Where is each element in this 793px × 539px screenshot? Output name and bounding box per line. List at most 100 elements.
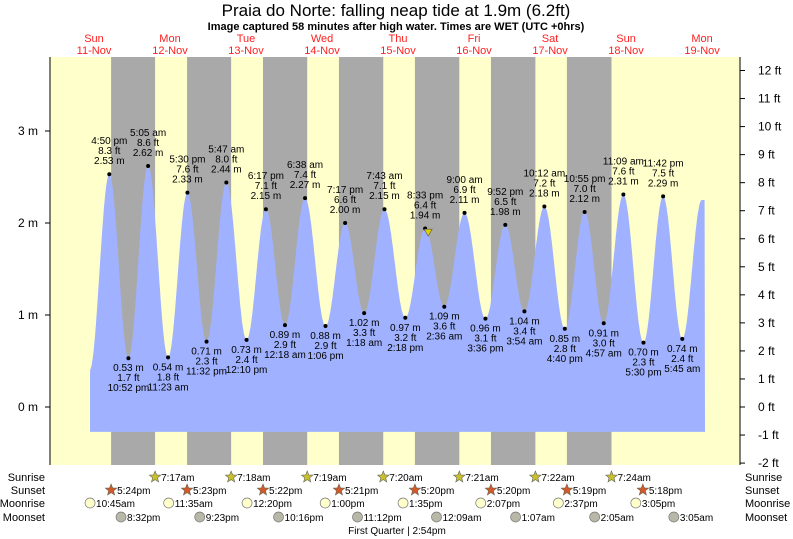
tide-label: 6:38 am bbox=[287, 160, 323, 171]
tide-label: 7:17 pm bbox=[327, 185, 363, 196]
tide-label: 12:18 am bbox=[264, 350, 306, 361]
current-level-marker bbox=[423, 228, 433, 237]
tide-label: 0.88 m bbox=[310, 331, 341, 342]
sunset-icon bbox=[636, 483, 650, 496]
day-label: Sun bbox=[616, 33, 636, 45]
high-tide-point bbox=[503, 222, 508, 227]
sunrise-time: 7:19am bbox=[313, 473, 346, 484]
high-tide-point bbox=[146, 163, 151, 168]
sunset-time: 5:20pm bbox=[497, 486, 530, 497]
tide-label: 2.18 m bbox=[529, 188, 560, 199]
high-tide-point bbox=[107, 172, 112, 177]
right-tick-label: 4 ft bbox=[758, 288, 775, 302]
sunset-icon bbox=[408, 483, 422, 496]
tide-label: 8.6 ft bbox=[137, 138, 159, 149]
moonrise-icon bbox=[84, 497, 96, 509]
tide-label: 6.5 ft bbox=[494, 197, 516, 208]
tide-label: 5:47 am bbox=[208, 145, 244, 156]
low-tide-point bbox=[204, 339, 209, 344]
high-tide-point bbox=[462, 210, 467, 215]
tide-label: 2.27 m bbox=[290, 180, 321, 191]
high-tide-point bbox=[382, 207, 387, 212]
tide-label: 2:18 pm bbox=[387, 343, 423, 354]
tide-label: 7.6 ft bbox=[612, 166, 634, 177]
tide-label: 2.29 m bbox=[648, 178, 679, 189]
low-tide-point bbox=[483, 316, 488, 321]
sunset-time: 5:20pm bbox=[421, 486, 454, 497]
tide-label: 11:23 am bbox=[148, 382, 189, 393]
high-tide-point bbox=[661, 194, 666, 199]
tide-label: 0.89 m bbox=[270, 330, 301, 341]
tide-label: 7.1 ft bbox=[255, 181, 277, 192]
moonset-row-label: Moonset bbox=[3, 512, 45, 524]
moonset-icon bbox=[115, 511, 127, 523]
sunrise-icon bbox=[376, 470, 390, 483]
tide-label: 1.7 ft bbox=[117, 373, 139, 384]
tide-label: 12:10 pm bbox=[226, 365, 268, 376]
tide-label: 8.3 ft bbox=[98, 146, 120, 157]
sunrise-time: 7:22am bbox=[541, 473, 574, 484]
right-tick-label: -2 ft bbox=[758, 456, 779, 470]
tide-label: 10:12 am bbox=[523, 168, 565, 179]
tide-label: 2.53 m bbox=[94, 156, 125, 167]
tide-label: 5:05 am bbox=[130, 128, 166, 139]
sunrise-time: 7:24am bbox=[617, 473, 650, 484]
high-tide-point bbox=[542, 204, 547, 209]
tide-label: 0.54 m bbox=[153, 362, 184, 373]
moonrise-row-label-right: Moonrise bbox=[745, 498, 790, 510]
tide-label: 6.6 ft bbox=[334, 195, 356, 206]
sunrise-time: 7:20am bbox=[389, 473, 422, 484]
tide-label: 6.4 ft bbox=[414, 201, 436, 212]
date-label: 19-Nov bbox=[684, 45, 720, 57]
high-tide-point bbox=[621, 192, 626, 197]
tide-label: 5:30 pm bbox=[625, 368, 661, 379]
moonset-time: 3:05am bbox=[680, 513, 713, 524]
right-tick-label: 10 ft bbox=[758, 120, 782, 134]
tide-label: 4:40 pm bbox=[547, 354, 583, 365]
tide-label: 2.62 m bbox=[133, 148, 164, 159]
tide-label: 3.3 ft bbox=[353, 328, 375, 339]
low-tide-point bbox=[403, 315, 408, 320]
sunset-time: 5:22pm bbox=[269, 486, 302, 497]
tide-label: 2.15 m bbox=[251, 191, 282, 202]
moonset-icon bbox=[589, 511, 601, 523]
tide-label: 0.53 m bbox=[113, 363, 144, 374]
moonset-icon bbox=[431, 511, 442, 523]
sunset-icon bbox=[560, 483, 574, 496]
sunrise-icon bbox=[452, 470, 466, 483]
tide-label: 4:50 pm bbox=[91, 136, 127, 147]
moonrise-time: 1:00pm bbox=[331, 499, 364, 510]
sunset-icon bbox=[180, 483, 194, 496]
tide-label: 2.9 ft bbox=[314, 341, 336, 352]
tide-label: 2.15 m bbox=[369, 191, 400, 202]
moonrise-icon bbox=[163, 497, 175, 509]
moonset-icon bbox=[194, 511, 206, 523]
date-label: 17-Nov bbox=[532, 45, 568, 57]
tide-label: 2.33 m bbox=[172, 175, 203, 186]
moonrise-time: 12:20pm bbox=[253, 499, 292, 510]
date-label: 18-Nov bbox=[608, 45, 644, 57]
tide-label: 11:42 pm bbox=[643, 158, 684, 169]
sunrise-icon bbox=[528, 470, 542, 483]
tide-label: 2:36 am bbox=[426, 332, 462, 343]
low-tide-point bbox=[522, 309, 527, 314]
moonrise-time: 11:35am bbox=[175, 499, 213, 510]
moonrise-icon bbox=[397, 497, 409, 509]
day-label: Fri bbox=[468, 33, 481, 45]
tide-label: 2.00 m bbox=[330, 205, 361, 216]
date-label: 16-Nov bbox=[456, 45, 492, 57]
tide-label: 7.4 ft bbox=[294, 170, 316, 181]
moonset-time: 9:23pm bbox=[206, 513, 239, 524]
right-tick-label: 1 ft bbox=[758, 372, 775, 386]
low-tide-point bbox=[641, 340, 646, 345]
tide-label: 9:52 pm bbox=[487, 187, 523, 198]
tide-label: 7:43 am bbox=[366, 171, 402, 182]
low-tide-point bbox=[601, 321, 606, 326]
low-tide-point bbox=[680, 336, 685, 341]
day-label: Sun bbox=[84, 33, 104, 45]
sunset-icon bbox=[256, 483, 270, 496]
tide-label: 10:55 pm bbox=[564, 174, 606, 185]
high-tide-point bbox=[303, 196, 308, 201]
